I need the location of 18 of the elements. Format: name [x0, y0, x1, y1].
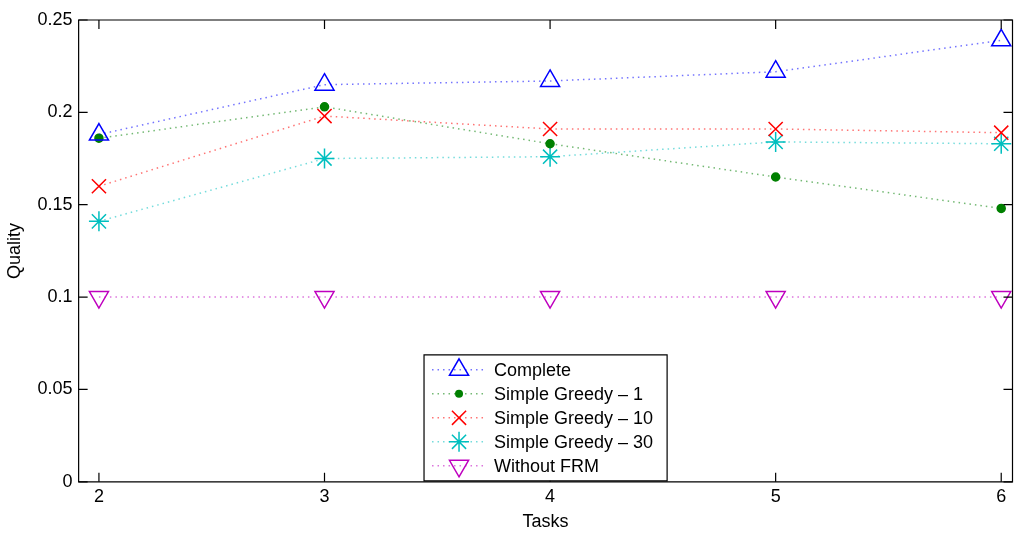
- y-tick-label: 0.25: [37, 8, 73, 29]
- y-tick-label: 0.1: [47, 286, 73, 307]
- x-tick-label: 3: [319, 485, 330, 506]
- x-tick-label: 2: [93, 485, 104, 506]
- legend-label: Complete: [494, 359, 572, 380]
- y-tick-label: 0.2: [47, 101, 73, 122]
- x-tick-label: 4: [545, 485, 556, 506]
- y-tick-label: 0: [62, 470, 73, 491]
- legend-label: Simple Greedy – 30: [494, 431, 654, 452]
- y-axis-title: Quality: [3, 222, 24, 279]
- x-axis-title: Tasks: [522, 511, 569, 532]
- x-tick-label: 6: [996, 485, 1007, 506]
- x-tick-label: 5: [770, 485, 781, 506]
- legend-label: Simple Greedy – 10: [494, 407, 654, 428]
- y-tick-label: 0.05: [37, 378, 73, 399]
- legend-label: Simple Greedy – 1: [494, 383, 644, 404]
- legend-label: Without FRM: [494, 455, 600, 476]
- y-tick-label: 0.15: [37, 193, 73, 214]
